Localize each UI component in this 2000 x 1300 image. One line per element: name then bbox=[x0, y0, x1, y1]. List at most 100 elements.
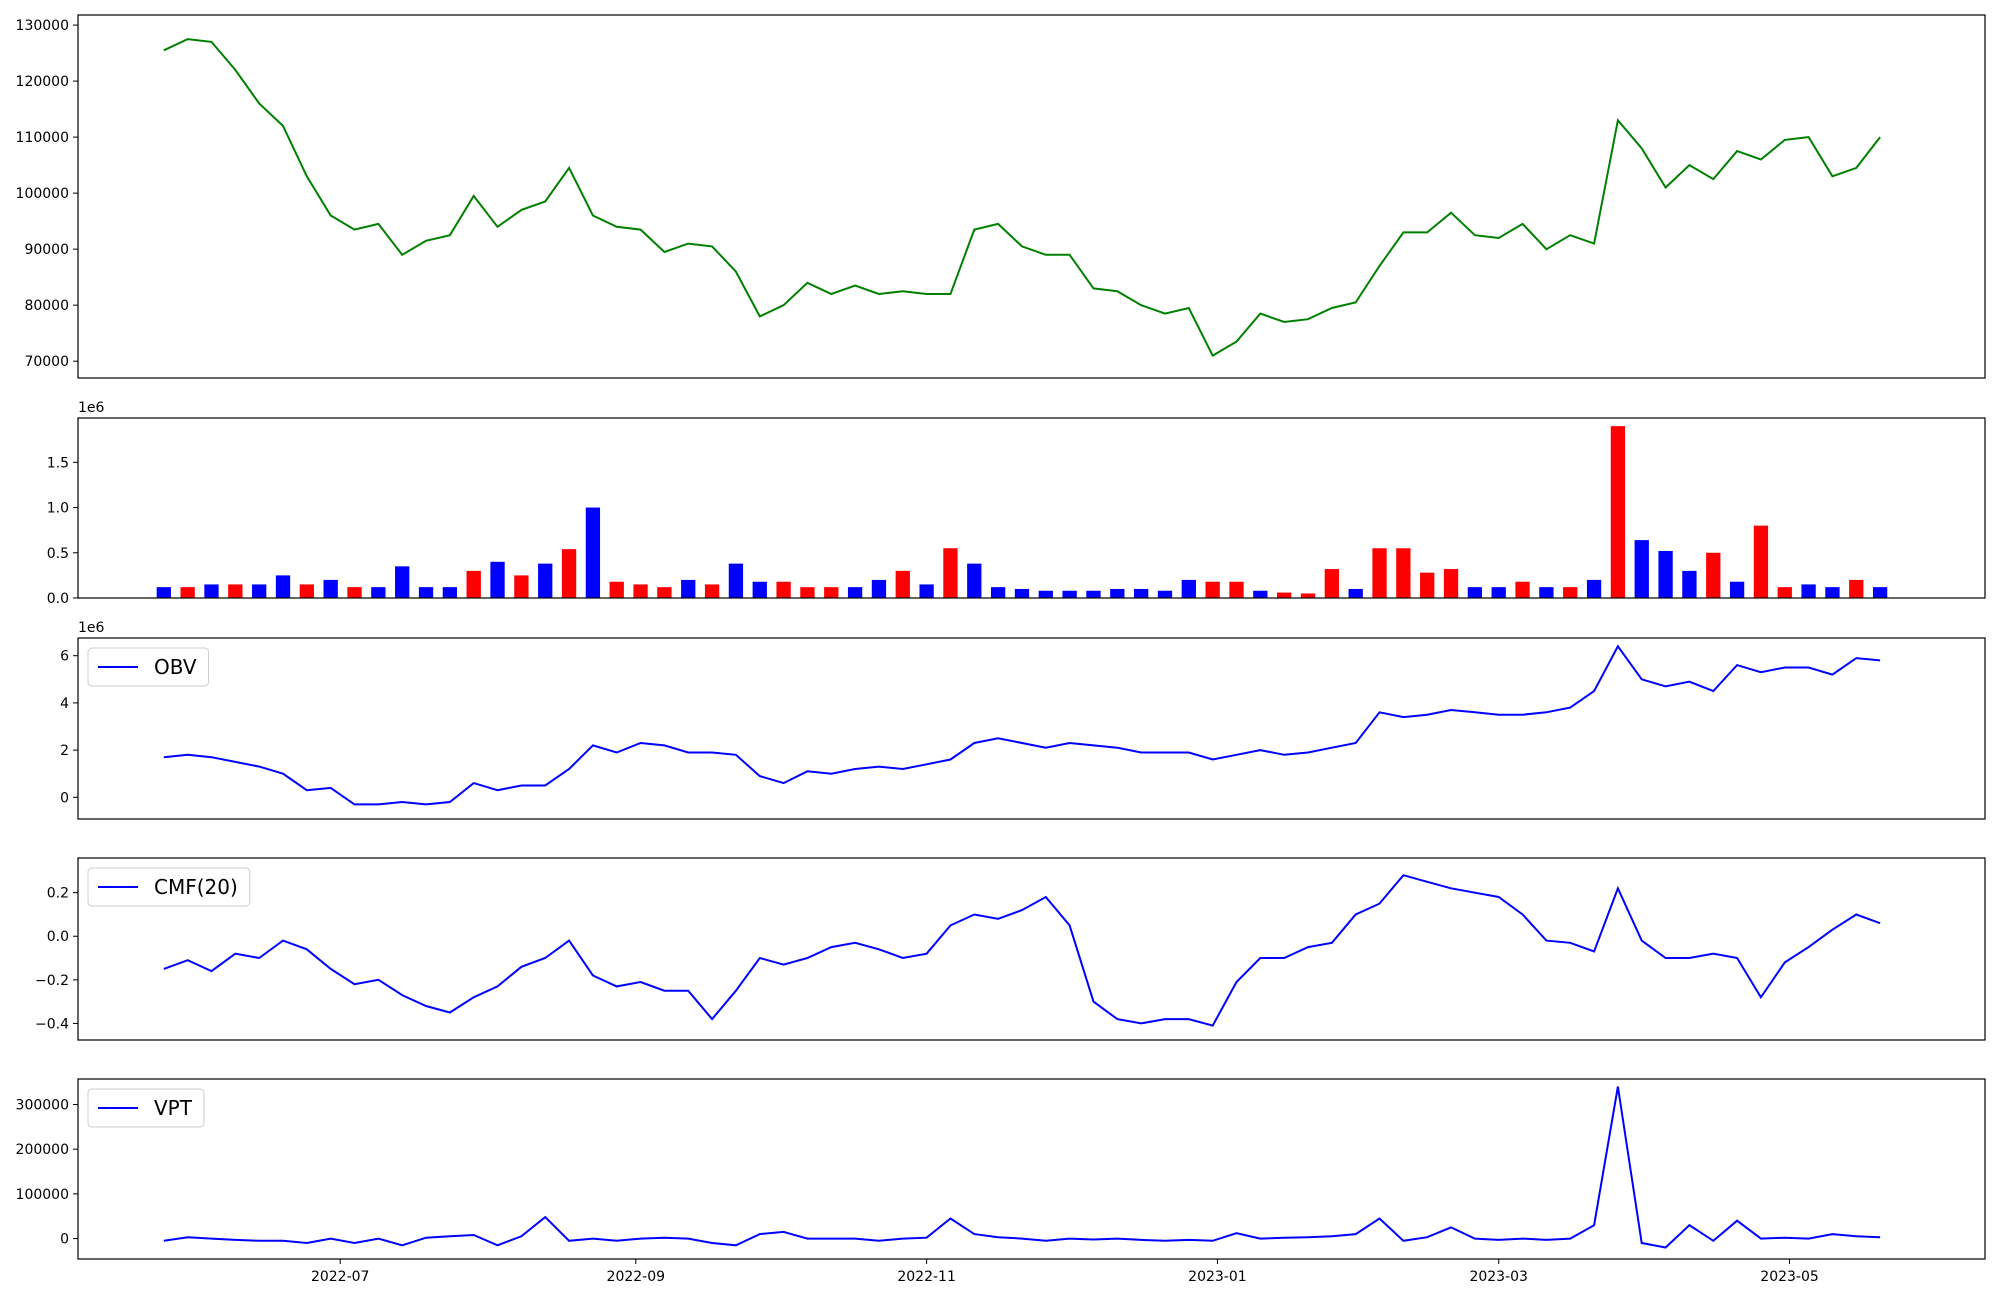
volume-bar bbox=[1801, 584, 1816, 598]
volume-bar bbox=[681, 579, 696, 598]
offset-label: 1e6 bbox=[78, 400, 105, 416]
volume-bar bbox=[1586, 579, 1602, 598]
legend-label: VPT bbox=[154, 1096, 193, 1120]
volume-bar bbox=[418, 587, 434, 598]
volume-bar bbox=[1157, 590, 1173, 598]
x-tick-label: 2023-03 bbox=[1469, 1269, 1528, 1285]
volume-bar bbox=[1253, 590, 1268, 598]
volume-bar bbox=[609, 581, 624, 598]
volume-bar bbox=[728, 563, 744, 598]
y-tick-label: 80000 bbox=[24, 298, 69, 314]
volume-bar bbox=[1205, 581, 1220, 598]
volume-bar bbox=[1729, 581, 1745, 598]
volume-bar bbox=[1348, 588, 1363, 598]
volume-bar bbox=[990, 587, 1006, 598]
volume-bar bbox=[1777, 587, 1792, 598]
y-tick-label: 4 bbox=[60, 696, 69, 712]
volume-bar bbox=[1872, 587, 1888, 598]
y-tick-label: 2 bbox=[60, 743, 69, 759]
y-tick-label: −0.4 bbox=[35, 1016, 69, 1032]
volume-bar bbox=[1682, 570, 1697, 598]
volume-bar bbox=[1110, 588, 1125, 598]
legend-label: OBV bbox=[154, 655, 197, 679]
volume-bar bbox=[967, 563, 982, 598]
legend: VPT bbox=[87, 1088, 205, 1128]
panel: 0 100000 200000 300000 2022-07 2022-09 2022-11… bbox=[16, 1078, 1986, 1285]
y-tick-label: 0.5 bbox=[47, 546, 69, 562]
volume-bar bbox=[204, 584, 219, 598]
volume-bar bbox=[1563, 587, 1578, 598]
axes-frame bbox=[77, 417, 1986, 599]
axes-frame bbox=[77, 14, 1986, 379]
legend-label: CMF(20) bbox=[154, 875, 238, 899]
y-tick-label: 0.0 bbox=[47, 929, 69, 945]
volume-bar bbox=[1610, 426, 1626, 598]
plot-area bbox=[163, 644, 1881, 806]
volume-bar bbox=[1849, 579, 1864, 598]
volume-bar bbox=[1658, 550, 1673, 598]
y-tick-label: 6 bbox=[60, 649, 69, 665]
data-line bbox=[163, 644, 1881, 806]
volume-bar bbox=[1277, 592, 1292, 598]
y-tick-label: −0.2 bbox=[35, 973, 69, 989]
axes-frame bbox=[77, 1078, 1986, 1260]
volume-bar bbox=[871, 579, 887, 598]
y-tick-label: 70000 bbox=[24, 354, 69, 370]
panel: −0.4 −0.2 0.0 0.2 CMF(20) bbox=[35, 857, 1986, 1041]
volume-bar bbox=[919, 584, 934, 598]
volume-bar bbox=[585, 507, 601, 598]
volume-bar bbox=[847, 587, 863, 598]
y-tick-label: 120000 bbox=[16, 74, 69, 90]
plot-area bbox=[156, 426, 1888, 598]
axes-frame bbox=[77, 857, 1986, 1041]
volume-bar bbox=[442, 587, 458, 598]
volume-bar bbox=[1062, 590, 1077, 598]
y-tick-label: 100000 bbox=[16, 1187, 69, 1203]
volume-bar bbox=[323, 579, 338, 598]
volume-bar bbox=[156, 587, 171, 598]
x-tick-label: 2022-07 bbox=[311, 1269, 370, 1285]
volume-bar bbox=[752, 581, 767, 598]
volume-bar bbox=[1229, 581, 1244, 598]
volume-bar bbox=[347, 587, 362, 598]
volume-bar bbox=[776, 581, 791, 598]
y-tick-label: 1.5 bbox=[47, 455, 69, 471]
data-line bbox=[163, 874, 1881, 1027]
volume-bar bbox=[1467, 587, 1483, 598]
x-tick-label: 2023-01 bbox=[1188, 1269, 1247, 1285]
volume-bar bbox=[514, 575, 529, 598]
volume-bar bbox=[895, 570, 910, 598]
y-tick-label: 110000 bbox=[16, 130, 69, 146]
volume-bar bbox=[371, 587, 386, 598]
plot-area bbox=[163, 874, 1881, 1027]
x-tick-label: 2023-05 bbox=[1760, 1269, 1819, 1285]
y-tick-label: 200000 bbox=[16, 1142, 69, 1158]
volume-bar bbox=[1491, 587, 1506, 598]
y-tick-label: 0.2 bbox=[47, 886, 69, 902]
plot-area bbox=[163, 38, 1881, 358]
volume-bar bbox=[1300, 593, 1316, 598]
volume-bar bbox=[1324, 569, 1340, 598]
volume-bar bbox=[657, 587, 672, 598]
volume-bar bbox=[943, 548, 958, 598]
volume-bar bbox=[490, 561, 505, 598]
legend: OBV bbox=[87, 647, 210, 687]
volume-bar bbox=[561, 549, 577, 598]
y-tick-label: 130000 bbox=[16, 18, 69, 34]
volume-bar bbox=[180, 587, 195, 598]
volume-bar bbox=[1396, 548, 1411, 598]
volume-bar bbox=[299, 584, 314, 598]
data-line bbox=[163, 1086, 1881, 1249]
volume-bar bbox=[1372, 548, 1387, 598]
legend: CMF(20) bbox=[87, 867, 251, 907]
volume-bar bbox=[1825, 587, 1840, 598]
volume-bar bbox=[633, 584, 648, 598]
volume-bar bbox=[1420, 572, 1435, 598]
data-line bbox=[163, 38, 1881, 358]
volume-bar bbox=[800, 587, 815, 598]
legend-frame bbox=[87, 647, 210, 687]
volume-bar bbox=[1753, 525, 1769, 598]
volume-bar bbox=[1539, 587, 1554, 598]
panel: 0.0 0.5 1.0 1.5 1e6 bbox=[47, 400, 1986, 607]
